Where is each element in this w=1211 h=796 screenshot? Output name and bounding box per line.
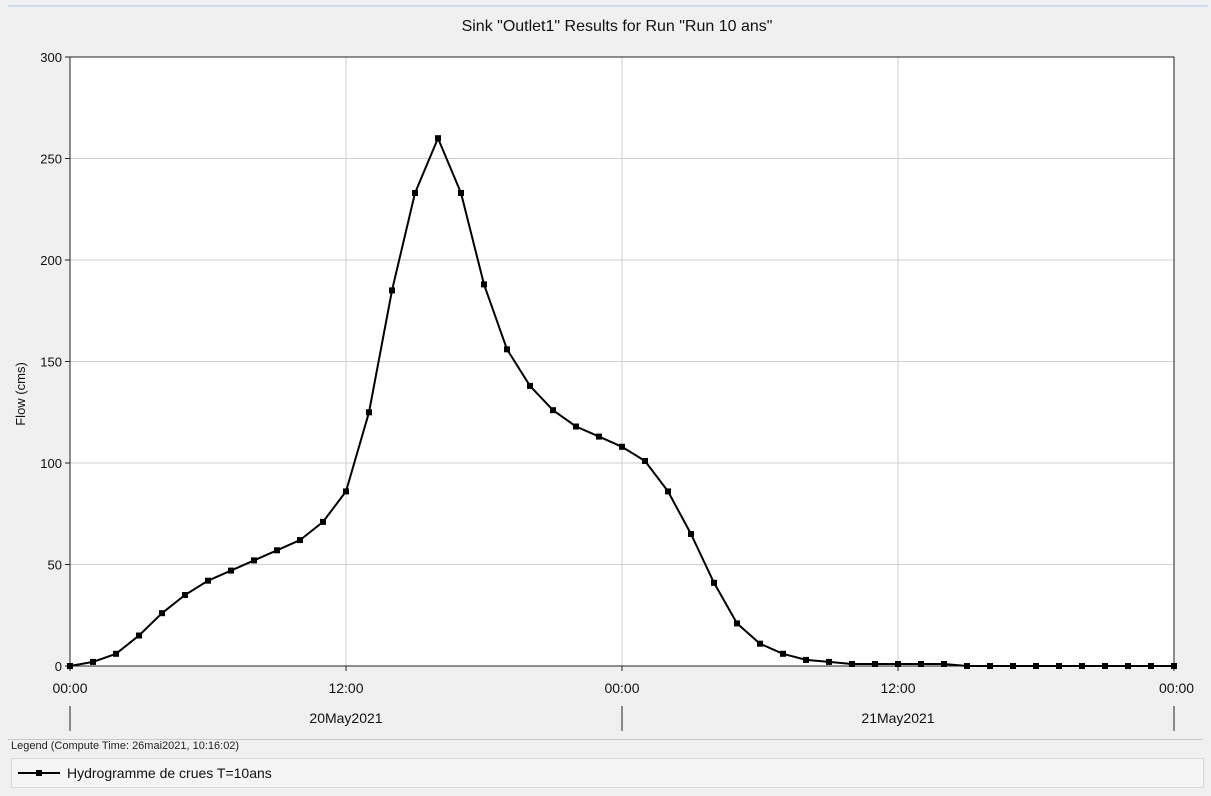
data-point-marker — [665, 488, 671, 495]
data-point-marker — [711, 579, 717, 586]
data-point-marker — [343, 488, 349, 495]
data-point-marker — [182, 592, 188, 598]
y-axis: 0 50 100 150 200 250 300 — [40, 50, 70, 674]
data-point-marker — [941, 661, 947, 667]
data-point-marker — [734, 620, 740, 627]
data-point-marker — [573, 423, 579, 430]
data-point-marker — [228, 567, 234, 574]
data-point-marker — [251, 557, 257, 564]
chart-title: Sink "Outlet1" Results for Run "Run 10 a… — [462, 18, 773, 35]
data-point-marker — [780, 650, 786, 657]
x-tick-label: 00:00 — [1159, 680, 1194, 696]
data-point-marker — [458, 190, 464, 196]
data-point-marker — [205, 577, 211, 584]
x-axis: 00:00 12:00 00:00 12:00 00:00 20May2021 21May2… — [52, 666, 1194, 731]
data-point-marker — [297, 537, 303, 544]
legend-series-label: Hydrogramme de crues T=10ans — [67, 765, 272, 781]
date-label: 20May2021 — [309, 710, 382, 726]
x-tick-label: 00:00 — [604, 680, 639, 696]
data-point-marker — [987, 663, 993, 669]
y-tick-label: 150 — [40, 355, 62, 370]
y-tick-label: 300 — [40, 50, 62, 65]
data-point-marker — [596, 433, 602, 440]
data-point-marker — [412, 190, 418, 196]
series-layer — [67, 135, 1177, 669]
data-point-marker — [320, 518, 326, 525]
data-point-marker — [642, 458, 648, 464]
data-point-marker — [435, 135, 441, 142]
data-point-marker — [688, 531, 694, 537]
legend-title: Legend (Compute Time: 26mai2021, 10:16:0… — [11, 740, 240, 752]
data-point-marker — [895, 661, 901, 667]
grid — [70, 57, 1174, 666]
x-tick-label: 00:00 — [52, 680, 87, 696]
chart: Sink "Outlet1" Results for Run "Run 10 a… — [8, 5, 1208, 731]
data-point-marker — [1033, 663, 1039, 669]
y-tick-label: 50 — [48, 558, 62, 573]
data-point-marker — [803, 656, 809, 663]
data-point-marker — [1056, 663, 1062, 669]
data-point-marker — [274, 547, 280, 554]
data-point-marker — [527, 382, 533, 389]
y-tick-label: 0 — [55, 659, 62, 674]
data-point-marker — [964, 663, 970, 669]
data-point-marker — [67, 663, 73, 669]
legend-entry[interactable]: Hydrogramme de crues T=10ans — [11, 758, 1204, 788]
y-tick-label: 250 — [40, 152, 62, 167]
data-point-marker — [619, 443, 625, 450]
data-point-marker — [90, 658, 96, 665]
data-point-marker — [113, 650, 119, 657]
data-point-marker — [504, 346, 510, 353]
date-label: 21May2021 — [861, 710, 934, 726]
x-tick-label: 12:00 — [328, 680, 363, 696]
data-point-marker — [1079, 663, 1085, 669]
data-point-marker — [550, 407, 556, 414]
data-point-marker — [826, 658, 832, 665]
data-point-marker — [389, 287, 395, 294]
y-tick-label: 100 — [40, 456, 62, 471]
data-point-marker — [481, 281, 487, 288]
y-tick-label: 200 — [40, 253, 62, 268]
legend-line-marker-icon — [18, 770, 60, 776]
data-point-marker — [1010, 663, 1016, 669]
x-tick-label: 12:00 — [880, 680, 915, 696]
legend-panel — [8, 739, 1203, 792]
hydrograph-chart: Sink "Outlet1" Results for Run "Run 10 a… — [8, 5, 1208, 731]
data-point-marker — [1102, 663, 1108, 669]
y-axis-label: Flow (cms) — [13, 362, 28, 426]
data-point-marker — [849, 661, 855, 667]
data-point-marker — [366, 409, 372, 416]
data-point-marker — [136, 632, 142, 639]
data-point-marker — [1171, 663, 1177, 669]
data-point-marker — [757, 640, 763, 647]
data-point-marker — [872, 661, 878, 667]
data-point-marker — [918, 661, 924, 667]
data-point-marker — [1125, 663, 1131, 669]
data-point-marker — [1148, 663, 1154, 669]
data-point-marker — [159, 610, 165, 617]
